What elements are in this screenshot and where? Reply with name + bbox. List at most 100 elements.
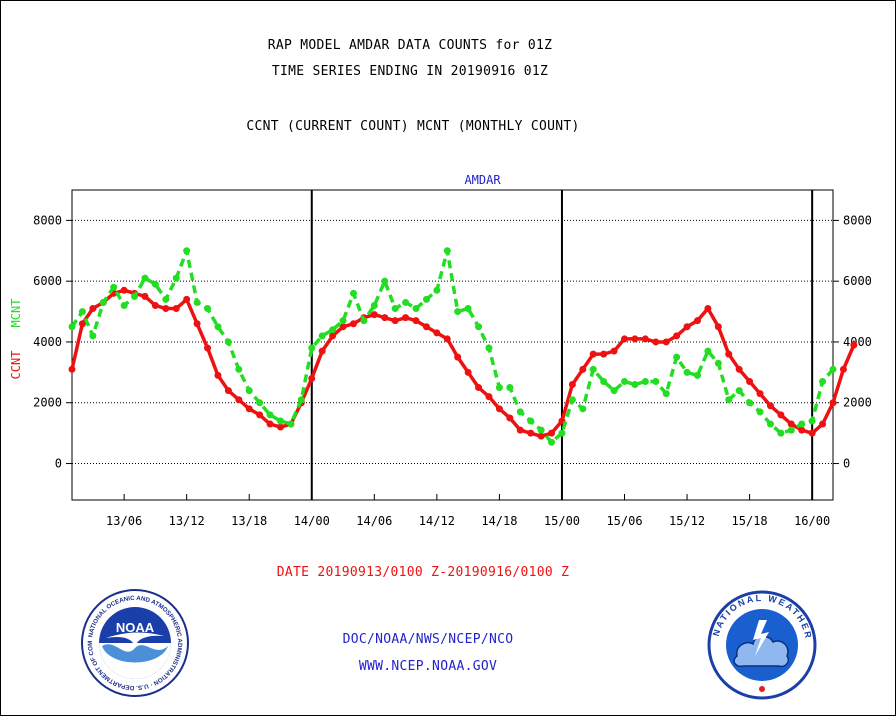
data-point-ccnt [673, 332, 681, 340]
nws-logo: NATIONAL WEATHER SERVICE [707, 590, 817, 700]
data-point-ccnt [652, 338, 660, 346]
data-point-mcnt [266, 411, 274, 419]
data-point-ccnt [214, 371, 222, 379]
data-point-ccnt [245, 405, 253, 413]
data-point-mcnt [766, 420, 774, 428]
data-point-ccnt [850, 341, 858, 349]
data-point-mcnt [506, 384, 514, 392]
data-point-ccnt [798, 426, 806, 434]
data-point-mcnt [391, 305, 399, 313]
data-point-mcnt [162, 295, 170, 303]
data-point-mcnt [308, 344, 316, 352]
data-point-ccnt [464, 368, 472, 376]
data-point-ccnt [683, 323, 691, 331]
data-point-mcnt [183, 247, 191, 255]
data-point-mcnt [454, 308, 462, 316]
data-point-mcnt [631, 381, 639, 389]
data-point-mcnt [589, 365, 597, 373]
data-point-ccnt [172, 305, 180, 313]
chart-title-line1: RAP MODEL AMDAR DATA COUNTS for 01Z [267, 38, 553, 53]
data-point-ccnt [256, 411, 264, 419]
data-point-mcnt [287, 420, 295, 428]
data-point-mcnt [568, 396, 576, 404]
x-tick-label: 14/18 [481, 514, 517, 528]
data-point-ccnt [516, 426, 524, 434]
y-tick-label-left: 8000 [33, 213, 62, 227]
data-point-mcnt [78, 308, 86, 316]
y-tick-label-right: 4000 [843, 335, 872, 349]
data-point-ccnt [402, 314, 410, 322]
data-point-ccnt [610, 347, 618, 355]
data-point-ccnt [162, 305, 170, 313]
x-tick-label: 14/06 [356, 514, 392, 528]
data-point-ccnt [495, 405, 503, 413]
data-point-ccnt [120, 286, 128, 294]
data-point-ccnt [183, 295, 191, 303]
data-point-ccnt [589, 350, 597, 358]
data-point-ccnt [756, 390, 764, 398]
data-point-mcnt [464, 305, 472, 313]
x-tick-label: 13/18 [231, 514, 267, 528]
data-point-mcnt [537, 426, 545, 434]
data-point-ccnt [224, 387, 232, 395]
data-point-mcnt [714, 359, 722, 367]
x-tick-label: 15/12 [669, 514, 705, 528]
noaa-logo: NOAA NATIONAL OCEANIC AND ATMOSPHERIC AD… [80, 588, 189, 697]
ncep-url-link[interactable]: WWW.NCEP.NOAA.GOV [358, 659, 498, 674]
data-point-mcnt [297, 396, 305, 404]
data-point-mcnt [819, 377, 827, 385]
data-point-mcnt [370, 301, 378, 309]
data-point-mcnt [652, 377, 660, 385]
data-point-ccnt [548, 429, 556, 437]
data-point-mcnt [725, 396, 733, 404]
data-point-ccnt [89, 305, 97, 313]
data-point-ccnt [318, 347, 326, 355]
data-point-mcnt [746, 399, 754, 407]
data-point-mcnt [329, 326, 337, 334]
data-point-mcnt [704, 347, 712, 355]
data-point-mcnt [381, 277, 389, 285]
data-point-mcnt [516, 408, 524, 416]
data-point-mcnt [495, 384, 503, 392]
data-point-ccnt [527, 429, 535, 437]
data-point-ccnt [141, 292, 149, 300]
data-point-mcnt [204, 305, 212, 313]
data-point-mcnt [673, 353, 681, 361]
data-point-ccnt [641, 335, 649, 343]
data-point-ccnt [506, 414, 514, 422]
data-point-ccnt [475, 384, 483, 392]
data-point-mcnt [443, 247, 451, 255]
data-point-ccnt [485, 393, 493, 401]
data-point-mcnt [402, 298, 410, 306]
data-point-mcnt [224, 338, 232, 346]
data-point-ccnt [568, 381, 576, 389]
data-point-ccnt [412, 317, 420, 325]
data-point-ccnt [391, 317, 399, 325]
data-point-ccnt [266, 420, 274, 428]
data-point-ccnt [78, 320, 86, 328]
y-axis-label-ccnt: CCNT [9, 351, 23, 380]
data-point-ccnt [693, 317, 701, 325]
data-point-ccnt [349, 320, 357, 328]
data-point-mcnt [433, 286, 441, 294]
org-link[interactable]: DOC/NOAA/NWS/NCEP/NCO [342, 632, 514, 647]
y-tick-label-left: 0 [55, 457, 62, 471]
data-point-mcnt [485, 344, 493, 352]
data-point-mcnt [662, 390, 670, 398]
data-point-ccnt [68, 365, 76, 373]
y-tick-label-right: 2000 [843, 396, 872, 410]
x-tick-label: 15/18 [732, 514, 768, 528]
data-point-ccnt [777, 411, 785, 419]
data-point-ccnt [829, 399, 837, 407]
data-point-mcnt [349, 289, 357, 297]
chart-title-line2: TIME SERIES ENDING IN 20190916 01Z [271, 64, 549, 79]
data-point-mcnt [558, 429, 566, 437]
data-point-mcnt [693, 371, 701, 379]
data-point-mcnt [756, 408, 764, 416]
panel-label: AMDAR [464, 173, 501, 187]
data-point-mcnt [151, 280, 159, 288]
data-point-mcnt [798, 420, 806, 428]
data-point-ccnt [422, 323, 430, 331]
data-point-mcnt [256, 399, 264, 407]
y-axis-label-mcnt: MCNT [9, 299, 23, 328]
